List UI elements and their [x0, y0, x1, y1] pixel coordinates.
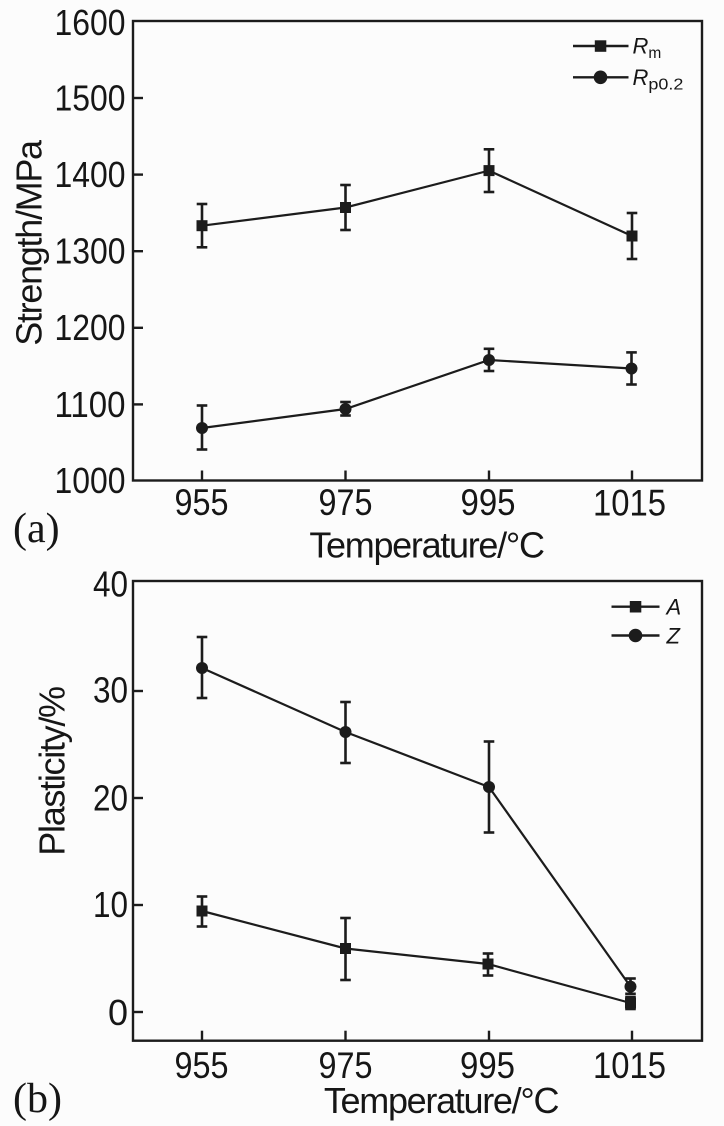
svg-text:30: 30	[93, 669, 128, 710]
svg-text:955: 955	[175, 1045, 229, 1086]
svg-text:1015: 1015	[593, 1045, 666, 1086]
svg-text:Z: Z	[666, 624, 682, 649]
svg-text:1200: 1200	[55, 307, 126, 348]
svg-text:40: 40	[93, 563, 128, 604]
svg-text:1600: 1600	[55, 2, 126, 43]
svg-text:1100: 1100	[55, 384, 126, 425]
svg-text:Rm: Rm	[633, 34, 662, 63]
svg-text:0: 0	[108, 992, 128, 1033]
svg-text:1400: 1400	[55, 154, 126, 195]
svg-text:1015: 1015	[593, 483, 666, 524]
svg-text:955: 955	[175, 482, 229, 523]
svg-text:Plasticity/%: Plasticity/%	[32, 687, 73, 856]
svg-text:995: 995	[461, 482, 516, 523]
svg-text:10: 10	[93, 884, 128, 925]
svg-text:1500: 1500	[55, 77, 126, 118]
svg-text:20: 20	[93, 777, 128, 818]
svg-text:975: 975	[319, 482, 373, 523]
svg-text:975: 975	[319, 1045, 373, 1086]
svg-text:1000: 1000	[55, 460, 126, 501]
svg-text:Temperature/°C: Temperature/°C	[324, 1080, 559, 1121]
svg-text:A: A	[665, 595, 682, 620]
svg-text:(b): (b)	[13, 1076, 62, 1122]
svg-text:1300: 1300	[55, 231, 126, 272]
svg-text:(a): (a)	[13, 506, 60, 552]
svg-text:Temperature/°C: Temperature/°C	[309, 525, 544, 566]
svg-text:995: 995	[460, 1045, 515, 1086]
svg-text:Strength/MPa: Strength/MPa	[9, 139, 50, 346]
svg-text:Rp0.2: Rp0.2	[633, 65, 684, 94]
